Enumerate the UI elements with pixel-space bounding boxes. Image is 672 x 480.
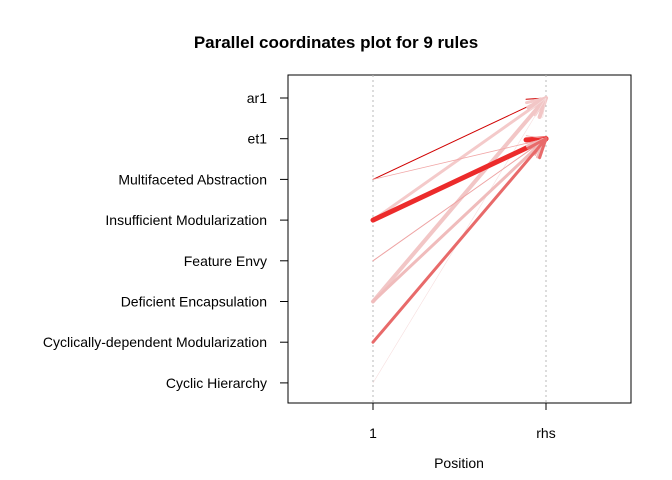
- rule-arrow-4: [370, 136, 549, 223]
- y-tick-label: Cyclic Hierarchy: [166, 375, 267, 391]
- y-tick-label: Cyclically-dependent Modularization: [43, 334, 267, 350]
- x-tick-label: rhs: [536, 425, 555, 441]
- rule-line-7: [371, 137, 548, 303]
- chart-title: Parallel coordinates plot for 9 rules: [194, 33, 478, 52]
- rule-line-4: [370, 136, 549, 223]
- y-tick-label: et1: [248, 131, 268, 147]
- y-tick-label: ar1: [247, 90, 267, 106]
- rule-arrow-7: [371, 137, 548, 303]
- y-tick-label: Insufficient Modularization: [105, 212, 267, 228]
- plot-frame: [287, 74, 632, 404]
- rule-line-0: [372, 97, 547, 180]
- y-tick-label: Multifaceted Abstraction: [118, 171, 267, 187]
- rule-line-8: [371, 137, 548, 344]
- x-tick-label: 1: [369, 425, 377, 441]
- rule-arrowhead-8: [526, 137, 548, 160]
- x-axis-label: Position: [434, 455, 484, 471]
- rule-arrow-8: [371, 137, 548, 344]
- y-tick-label: Deficient Encapsulation: [121, 294, 267, 310]
- rule-line-6: [372, 138, 547, 262]
- rule-line-5: [372, 138, 547, 180]
- y-tick-label: Feature Envy: [184, 253, 267, 269]
- rule-arrowhead-3: [529, 97, 547, 119]
